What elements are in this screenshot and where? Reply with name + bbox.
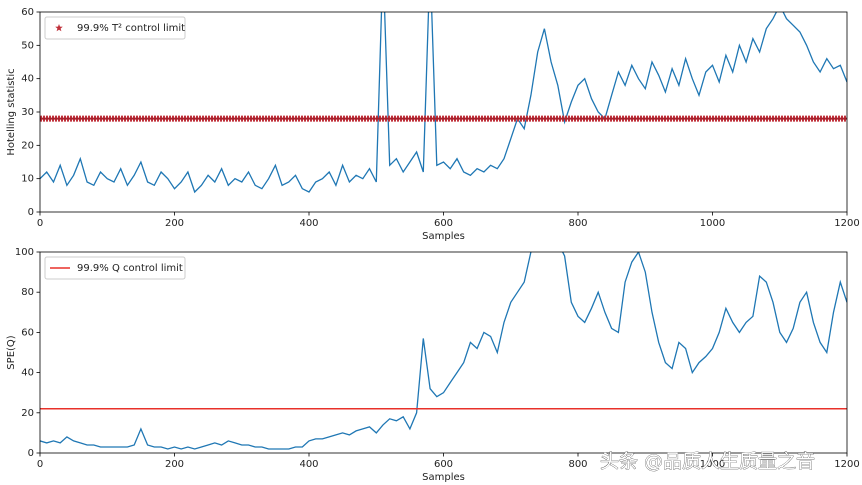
plot-area [40, 252, 847, 450]
x-tick-label: 800 [568, 459, 587, 470]
legend-label: 99.9% T² control limit [77, 23, 185, 34]
x-tick-label: 1200 [834, 459, 859, 470]
x-tick-label: 1000 [700, 218, 725, 229]
legend-box [44, 256, 186, 280]
y-tick-label: 20 [21, 408, 34, 419]
axes-frame [39, 251, 848, 454]
y-tick-label: 80 [21, 287, 34, 298]
legend-box [44, 16, 186, 40]
x-tick-label: 600 [434, 218, 453, 229]
y-axis-label: SPE(Q) [6, 335, 17, 369]
legend-label: 99.9% Q control limit [77, 263, 183, 274]
legend-marker [55, 24, 63, 32]
x-axis-label: Samples [422, 472, 465, 483]
y-tick-label: 40 [21, 74, 34, 85]
y-tick-label: 10 [21, 174, 34, 185]
x-tick-label: 800 [568, 218, 587, 229]
watermark: 头条 @品质人生质量之音 [600, 451, 815, 473]
y-tick-label: 60 [21, 327, 34, 338]
y-tick-label: 20 [21, 140, 34, 151]
y-tick-label: 40 [21, 368, 34, 379]
axes-frame [39, 11, 848, 213]
data-line [40, 252, 847, 450]
data-line [40, 12, 847, 194]
plot-area [40, 12, 847, 194]
y-tick-label: 30 [21, 107, 34, 118]
x-tick-label: 0 [37, 218, 43, 229]
x-tick-label: 200 [165, 459, 184, 470]
x-tick-label: 1200 [834, 218, 859, 229]
x-tick-label: 400 [299, 459, 318, 470]
x-tick-label: 400 [299, 218, 318, 229]
x-tick-label: 1000 [700, 459, 725, 470]
y-axis-label: Hotelling statistic [6, 68, 17, 155]
x-axis-label: Samples [422, 231, 465, 242]
y-tick-label: 0 [28, 207, 34, 218]
y-tick-label: 0 [28, 448, 34, 459]
x-tick-label: 600 [434, 459, 453, 470]
x-tick-label: 0 [37, 459, 43, 470]
y-tick-label: 100 [15, 247, 34, 258]
y-tick-label: 50 [21, 40, 34, 51]
y-tick-label: 60 [21, 7, 34, 18]
x-tick-label: 200 [165, 218, 184, 229]
